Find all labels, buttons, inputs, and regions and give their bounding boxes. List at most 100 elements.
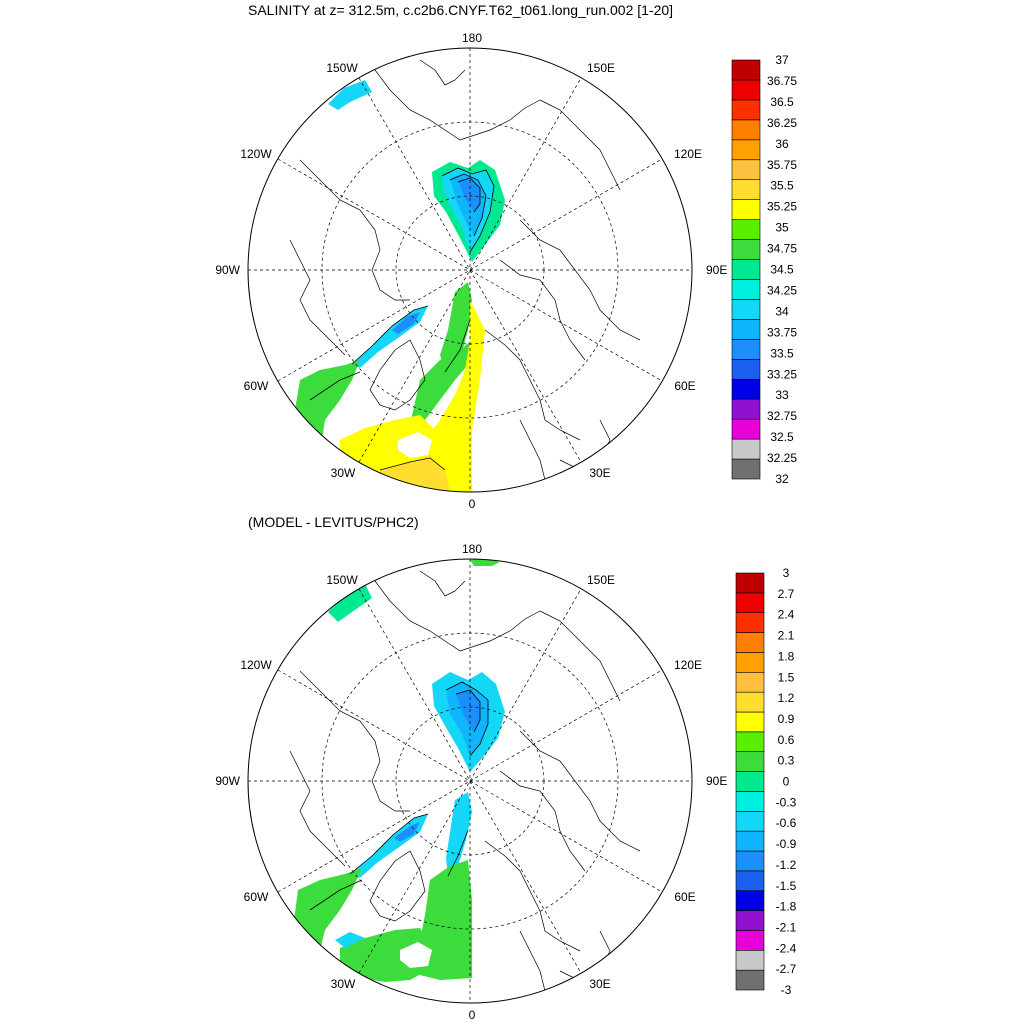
colorbar-swatch-18 [735, 612, 765, 633]
fram-green-strip [440, 282, 472, 372]
colorbar-label: 36.75 [767, 74, 797, 88]
colorbar-swatch-0 [731, 458, 761, 480]
colorbar-label: 2.7 [778, 587, 795, 601]
top-lon-30w: 30W [331, 466, 356, 480]
colorbar-label: 33 [775, 388, 789, 402]
colorbar-label: 35.5 [770, 179, 794, 193]
canada-basin-deep-core-bottom [456, 690, 480, 732]
top-lon-150e: 150E [587, 61, 615, 75]
colorbar-swatch-4 [735, 890, 765, 911]
bottom-lon-120e: 120E [674, 658, 702, 672]
colorbar-swatch-7 [731, 319, 761, 340]
top-contours [309, 167, 495, 471]
top-plot-title: SALINITY at z= 312.5m, c.c2b6.CNYF.T62_t… [248, 2, 674, 18]
colorbar-label: 34.5 [770, 263, 794, 277]
colorbar-label: 32.75 [767, 409, 797, 423]
colorbar-swatch-5 [735, 870, 765, 892]
top-lon-90e: 90E [706, 263, 727, 277]
colorbar-swatch-14 [731, 179, 761, 200]
bottom-plot-title: (MODEL - LEVITUS/PHC2) [248, 514, 419, 530]
colorbar-swatch-2 [731, 418, 761, 440]
colorbar-swatch-14 [735, 691, 765, 713]
colorbar-label: 1.2 [778, 691, 795, 705]
top-lon-120e: 120E [674, 147, 702, 161]
labrador-green-bottom [294, 868, 362, 950]
top-lon-120w: 120W [240, 147, 272, 161]
colorbar-swatch-1 [731, 438, 761, 460]
colorbar-swatch-12 [731, 219, 761, 240]
bottom-lon-90w: 90W [215, 774, 240, 788]
colorbar-label: 2.1 [778, 629, 795, 643]
top-coastlines [289, 59, 641, 492]
colorbar-label: 33.5 [770, 346, 794, 360]
colorbar-swatch-12 [735, 731, 765, 753]
bottom-lon-150e: 150E [587, 573, 615, 587]
bottom-lon-60e: 60E [674, 890, 695, 904]
colorbar-swatch-9 [731, 279, 761, 300]
top-lon-30e: 30E [589, 466, 610, 480]
atlantic-green-bottom [340, 928, 430, 982]
colorbar-label: 36 [775, 137, 789, 151]
colorbar-swatch-8 [735, 810, 765, 832]
bottom-lon-0: 0 [469, 1008, 476, 1022]
bottom-lon-60w: 60W [244, 890, 269, 904]
colorbar-label: -0.6 [776, 816, 797, 830]
colorbar-swatch-4 [731, 378, 761, 400]
colorbar-label: 1.5 [778, 670, 795, 684]
atlantic-cyan-edge [335, 932, 365, 948]
bottom-polar-map: 180 0 90W 90E 150W 150E 120W 120E 60W 60… [215, 542, 727, 1022]
colorbar-swatch-20 [735, 572, 765, 594]
bottom-lon-30e: 30E [589, 977, 610, 991]
colorbar-label: 3 [783, 566, 790, 580]
colorbar-label: -1.8 [776, 900, 797, 914]
bottom-lon-150w: 150W [326, 573, 358, 587]
colorbar-label: -2.7 [776, 962, 797, 976]
top-lon-180: 180 [462, 31, 482, 45]
colorbar-swatch-11 [731, 239, 761, 260]
bottom-lon-120w: 120W [240, 658, 272, 672]
labrador-sea-green [295, 360, 360, 440]
colorbar-label: -3 [781, 983, 792, 997]
colorbar-label: 32.25 [767, 451, 797, 465]
bottom-graticule [248, 559, 692, 1003]
bottom-colorbar: -3 -2.7 -2.4 -2.1 -1.8 -1.5 -1.2 -0.9 -0.6 -0.3 0 0… [735, 566, 797, 997]
top-lon-60e: 60E [674, 379, 695, 393]
bottom-contours [309, 681, 489, 911]
colorbar-swatch-18 [731, 99, 761, 121]
colorbar-swatch-9 [735, 791, 765, 812]
colorbar-swatch-16 [735, 652, 765, 673]
colorbar-label: -1.5 [776, 879, 797, 893]
colorbar-label: -0.9 [776, 837, 797, 851]
colorbar-label: 0.9 [778, 712, 795, 726]
colorbar-label: 0.3 [778, 754, 795, 768]
colorbar-swatch-13 [735, 711, 765, 733]
colorbar-label: 2.4 [778, 608, 795, 622]
colorbar-label: 0 [783, 775, 790, 789]
colorbar-swatch-3 [735, 910, 765, 931]
bering-green-patch [328, 584, 372, 622]
top-map-frame [247, 47, 693, 493]
colorbar-label: 37 [775, 53, 789, 67]
colorbar-swatch-15 [731, 159, 761, 181]
bottom-map-frame [247, 558, 693, 1004]
colorbar-label: 35.75 [767, 158, 797, 172]
colorbar-swatch-5 [731, 358, 761, 380]
colorbar-swatch-6 [731, 339, 761, 360]
colorbar-swatch-19 [735, 592, 765, 614]
colorbar-label: 32.5 [770, 430, 794, 444]
colorbar-swatch-13 [731, 199, 761, 220]
colorbar-swatch-10 [731, 259, 761, 280]
iceland-white-bottom [400, 942, 432, 968]
bering-cyan-patch [328, 80, 372, 110]
top-lon-150w: 150W [326, 61, 358, 75]
colorbar-swatch-1 [735, 949, 765, 971]
colorbar-swatch-10 [735, 771, 765, 792]
colorbar-label: 32 [775, 472, 789, 486]
colorbar-swatch-0 [735, 969, 765, 991]
colorbar-swatch-20 [731, 59, 761, 81]
top-lon-0: 0 [469, 497, 476, 511]
top-lon-90w: 90W [215, 263, 240, 277]
colorbar-swatch-17 [735, 632, 765, 653]
colorbar-label: 1.8 [778, 649, 795, 663]
